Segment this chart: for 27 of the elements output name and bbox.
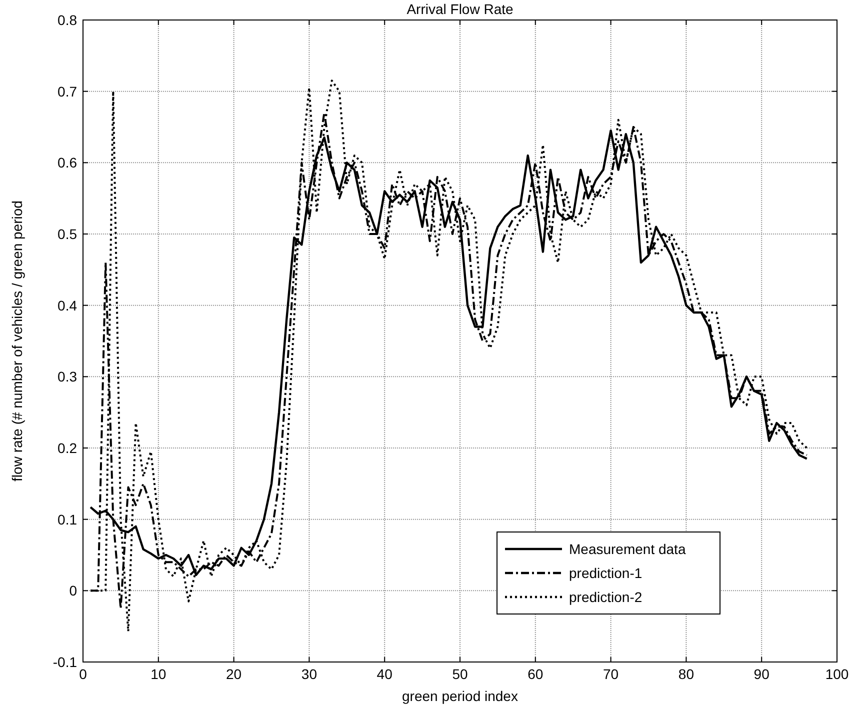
x-tick-label: 50 — [452, 666, 468, 682]
x-tick-label: 60 — [528, 666, 544, 682]
y-tick-label: 0.7 — [58, 83, 78, 100]
chart-title: Arrival Flow Rate — [406, 1, 514, 17]
x-tick-label: 90 — [754, 666, 770, 682]
x-axis-title: green period index — [402, 688, 518, 704]
y-tick-label: 0.6 — [58, 154, 78, 171]
x-tick-label: 80 — [678, 666, 694, 682]
x-tick-label: 10 — [150, 666, 166, 682]
y-tick-label: 0.1 — [58, 511, 78, 528]
y-tick-label: 0.3 — [58, 368, 78, 385]
x-tick-label: 0 — [79, 666, 88, 682]
legend-label: prediction-1 — [569, 565, 642, 581]
legend-label: Measurement data — [569, 541, 686, 557]
y-tick-label: 0.2 — [58, 440, 78, 456]
x-tick-label: 20 — [226, 666, 242, 682]
y-axis-title: flow rate (# number of vehicles / green period — [9, 200, 25, 482]
x-tick-label: 30 — [301, 666, 318, 682]
legend-label: prediction-2 — [569, 589, 642, 605]
y-tick-label: -0.1 — [52, 654, 78, 670]
x-tick-label: 40 — [376, 666, 393, 682]
y-tick-label: 0.8 — [58, 12, 78, 28]
y-tick-label: 0.4 — [58, 297, 78, 314]
y-tick-label: 0 — [69, 582, 78, 599]
y-tick-label: 0.5 — [58, 226, 78, 242]
x-tick-label: 70 — [603, 666, 619, 682]
x-tick-label: 100 — [825, 666, 849, 682]
